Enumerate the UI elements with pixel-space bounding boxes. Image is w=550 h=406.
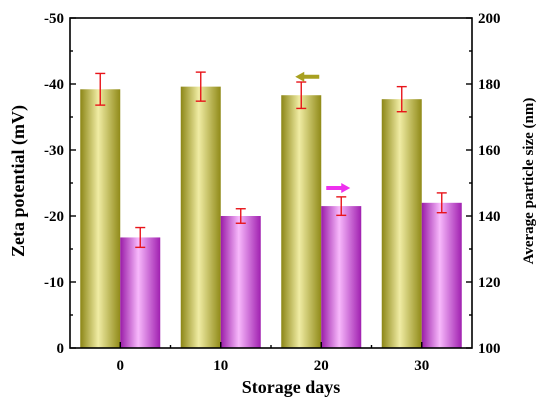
right-tick-label: 160 bbox=[478, 143, 501, 159]
bar-left-30 bbox=[381, 99, 422, 349]
left-tick-label: -30 bbox=[44, 143, 64, 159]
bar-left-10 bbox=[180, 86, 221, 348]
bar-right-10 bbox=[220, 216, 261, 348]
x-tick-label-0: 0 bbox=[117, 358, 125, 374]
left-tick-label: -40 bbox=[44, 77, 64, 93]
bar-right-0 bbox=[120, 237, 161, 348]
bar-right-30 bbox=[421, 202, 462, 348]
right-axis-title: Average particle size (nm) bbox=[521, 98, 537, 265]
x-tick-label-20: 20 bbox=[314, 358, 329, 374]
left-tick-label: -20 bbox=[44, 209, 64, 225]
right-tick-label: 120 bbox=[478, 275, 501, 291]
right-tick-label: 140 bbox=[478, 209, 501, 225]
bar-right-20 bbox=[321, 206, 362, 348]
bar-left-0 bbox=[80, 89, 121, 348]
right-tick-label: 180 bbox=[478, 77, 501, 93]
left-tick-label: -50 bbox=[44, 11, 64, 27]
left-tick-label: 0 bbox=[57, 341, 65, 357]
left-tick-label: -10 bbox=[44, 275, 64, 291]
annotations-layer bbox=[295, 71, 351, 193]
x-tick-label-30: 30 bbox=[414, 358, 429, 374]
right-tick-label: 100 bbox=[478, 341, 501, 357]
bar-left-20 bbox=[281, 95, 322, 348]
axes-layer: 0 -10 -20 -30 -40 -50 100 120 140 160 180 200 0 10 20 3… bbox=[44, 11, 501, 374]
bars-layer bbox=[80, 86, 462, 349]
right-tick-label: 200 bbox=[478, 11, 501, 27]
error-bars-layer bbox=[95, 71, 447, 249]
x-axis-title: Storage days bbox=[242, 377, 341, 397]
x-tick-label-10: 10 bbox=[213, 358, 228, 374]
arrow-left-head bbox=[295, 71, 305, 82]
left-axis-title: Zeta potential (mV) bbox=[8, 105, 29, 257]
arrow-right-head bbox=[341, 182, 351, 193]
